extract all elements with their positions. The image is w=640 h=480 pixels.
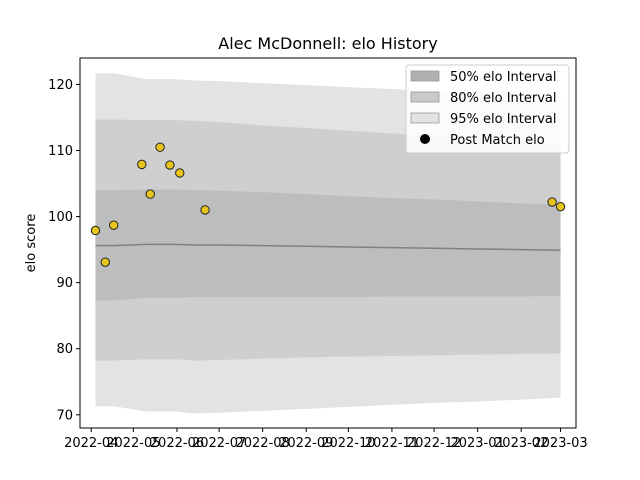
x-tick-label-2022-06: 2022-06 [150, 436, 204, 451]
y-tick-label-90: 90 [56, 276, 73, 291]
x-axis-ticks: 2022-042022-052022-062022-072022-082022-… [64, 428, 588, 451]
post-match-point-4 [137, 159, 147, 170]
x-tick-label-2022-05: 2022-05 [106, 436, 160, 451]
legend: 50% elo Interval 80% elo Interval 95% elo … [405, 64, 570, 154]
interval-bands [95, 73, 561, 414]
post-match-point-10 [547, 197, 557, 207]
y-tick-label-120: 120 [48, 78, 73, 93]
post-match-point-5 [145, 189, 155, 199]
x-tick-label-2022-04: 2022-04 [64, 436, 118, 451]
x-tick-label-2022-07: 2022-07 [192, 436, 246, 451]
y-axis-ticks: 70 80 90 100 110 120 [48, 78, 80, 423]
legend-label-3: 95% elo Interval [450, 112, 557, 127]
legend-swatch-2 [410, 91, 440, 103]
legend-label-2: 80% elo Interval [450, 91, 557, 106]
legend-frame [405, 64, 570, 154]
post-match-point-7 [165, 160, 175, 170]
y-tick-label-100: 100 [48, 210, 73, 225]
mean-elo-line-path [95, 243, 561, 252]
x-tick-label-2022-10: 2022-10 [321, 436, 375, 451]
y-axis-label: elo score [24, 214, 39, 273]
band-50-interval [95, 189, 561, 301]
x-tick-label-2023-02: 2023-02 [494, 436, 548, 451]
post-match-points [90, 142, 566, 267]
x-tick-label-2023-01: 2023-01 [450, 436, 504, 451]
legend-swatch-3 [410, 112, 440, 124]
x-tick-label-2022-12: 2022-12 [407, 436, 461, 451]
chart-title: Alec McDonnell: elo History [218, 34, 437, 53]
x-tick-label-2022-11: 2022-11 [365, 436, 419, 451]
plot-frame [79, 57, 577, 429]
x-tick-label-2022-09: 2022-09 [279, 436, 333, 451]
post-match-point-6 [155, 142, 165, 152]
legend-swatch-4 [420, 134, 430, 144]
y-tick-label-80: 80 [56, 342, 73, 357]
legend-swatch-1 [410, 70, 440, 82]
post-match-point-9 [200, 205, 210, 215]
legend-label-4: Post Match elo [450, 133, 545, 148]
post-match-point-1 [90, 225, 101, 236]
y-tick-label-110: 110 [48, 144, 73, 159]
post-match-point-3 [109, 220, 119, 230]
legend-label-1: 50% elo Interval [450, 70, 557, 85]
post-match-point-8 [175, 168, 185, 178]
post-match-point-2 [100, 257, 110, 267]
mean-elo-line [95, 243, 561, 252]
y-tick-label-70: 70 [56, 408, 73, 423]
x-tick-label-2022-08: 2022-08 [235, 436, 289, 451]
post-match-point-11 [555, 201, 566, 212]
x-tick-label-2023-03: 2023-03 [533, 436, 587, 451]
